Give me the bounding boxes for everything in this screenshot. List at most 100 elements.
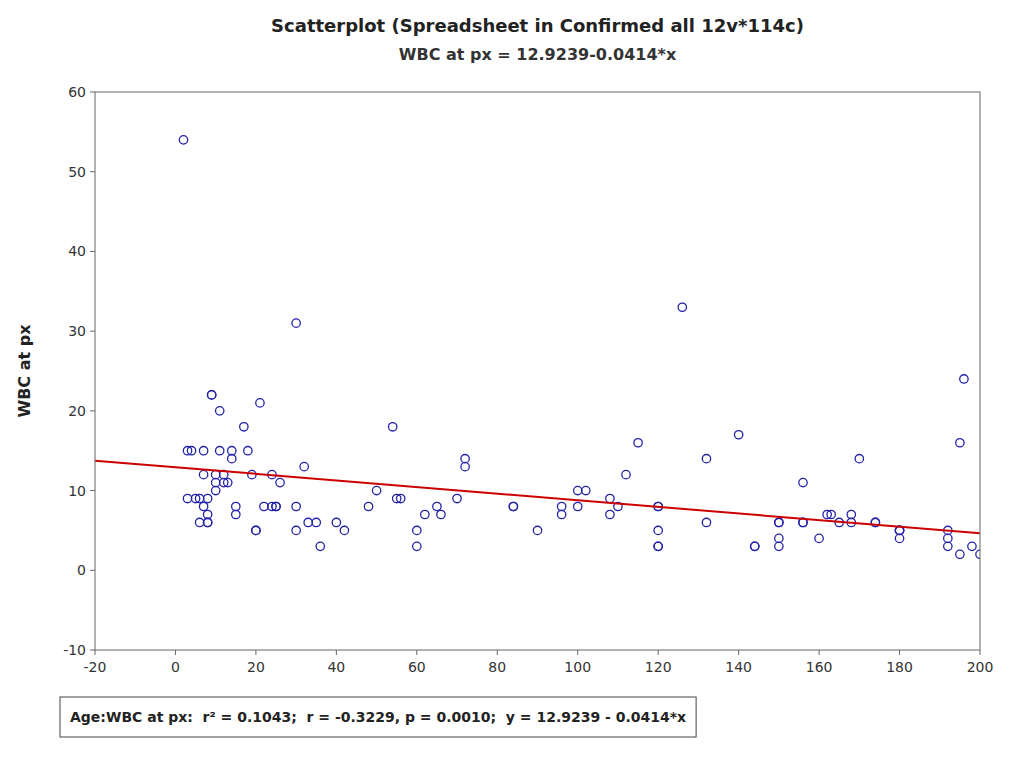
- point: [364, 502, 372, 510]
- y-tick: [90, 331, 95, 332]
- point: [272, 502, 280, 510]
- point: [976, 550, 980, 558]
- point: [956, 550, 964, 558]
- y-tick: [90, 570, 95, 571]
- point: [847, 510, 855, 518]
- y-tick: [90, 251, 95, 252]
- point: [211, 486, 219, 494]
- y-tick: [90, 490, 95, 491]
- point: [199, 447, 207, 455]
- y-axis-label: WBC at px: [15, 324, 34, 418]
- axes: -20020406080100120140160180200-100102030…: [63, 84, 993, 675]
- x-tick: [95, 650, 96, 655]
- point: [775, 518, 783, 526]
- point: [211, 478, 219, 486]
- point: [702, 454, 710, 462]
- point: [574, 502, 582, 510]
- point: [232, 502, 240, 510]
- point: [433, 502, 441, 510]
- point: [968, 542, 976, 550]
- point: [187, 447, 195, 455]
- annotation-frame: [60, 697, 696, 737]
- y-tick-label: 10: [68, 483, 86, 499]
- point: [678, 303, 686, 311]
- y-tick-label: 20: [68, 403, 86, 419]
- x-tick-label: 0: [171, 659, 180, 675]
- x-tick-label: 200: [967, 659, 994, 675]
- point: [702, 518, 710, 526]
- point: [751, 542, 759, 550]
- point: [509, 502, 517, 510]
- point: [775, 518, 783, 526]
- x-tick-label: -20: [84, 659, 107, 675]
- y-tick: [90, 92, 95, 93]
- point: [654, 542, 662, 550]
- point: [437, 510, 445, 518]
- x-tick: [175, 650, 176, 655]
- point: [654, 526, 662, 534]
- point: [388, 423, 396, 431]
- point: [179, 136, 187, 144]
- point: [397, 494, 405, 502]
- y-tick-label: 0: [77, 562, 86, 578]
- point: [316, 542, 324, 550]
- point: [799, 478, 807, 486]
- point: [557, 510, 565, 518]
- x-tick-label: 180: [886, 659, 913, 675]
- x-tick: [738, 650, 739, 655]
- point: [413, 526, 421, 534]
- chart: Scatterplot (Spreadsheet in Confirmed al…: [0, 0, 1010, 757]
- point: [228, 447, 236, 455]
- point: [944, 542, 952, 550]
- point: [240, 423, 248, 431]
- point: [195, 494, 203, 502]
- point: [292, 319, 300, 327]
- x-tick-label: 100: [564, 659, 591, 675]
- x-tick-label: 40: [327, 659, 345, 675]
- point: [557, 502, 565, 510]
- point: [509, 502, 517, 510]
- point: [827, 510, 835, 518]
- plot-area: [95, 92, 980, 650]
- point: [815, 534, 823, 542]
- point: [203, 518, 211, 526]
- point: [216, 447, 224, 455]
- y-tick-label: 50: [68, 164, 86, 180]
- point: [252, 526, 260, 534]
- point: [372, 486, 380, 494]
- x-tick: [819, 650, 820, 655]
- point: [195, 518, 203, 526]
- x-tick-label: 160: [806, 659, 833, 675]
- x-tick-label: 140: [725, 659, 752, 675]
- point: [944, 534, 952, 542]
- point: [582, 486, 590, 494]
- point: [340, 526, 348, 534]
- point: [332, 518, 340, 526]
- point: [207, 391, 215, 399]
- point: [654, 542, 662, 550]
- point: [855, 454, 863, 462]
- point: [244, 447, 252, 455]
- point: [413, 542, 421, 550]
- regression-line: [95, 461, 980, 534]
- y-tick-label: 30: [68, 323, 86, 339]
- x-tick: [416, 650, 417, 655]
- point: [453, 494, 461, 502]
- plot-frame: [95, 92, 980, 650]
- point: [228, 454, 236, 462]
- point: [199, 470, 207, 478]
- point: [183, 494, 191, 502]
- point: [956, 439, 964, 447]
- annotation-box: Age:WBC at px: r² = 0.1043; r = -0.3229,…: [60, 697, 696, 737]
- annotation: Age:WBC at px: r² = 0.1043; r = -0.3229,…: [70, 709, 686, 725]
- x-tick-label: 80: [488, 659, 506, 675]
- x-tick: [899, 650, 900, 655]
- title: Scatterplot (Spreadsheet in Confirmed al…: [271, 15, 804, 36]
- point: [203, 494, 211, 502]
- point: [751, 542, 759, 550]
- point: [207, 391, 215, 399]
- point: [203, 510, 211, 518]
- x-tick-label: 120: [645, 659, 672, 675]
- y-tick-label: 60: [68, 84, 86, 100]
- point: [256, 399, 264, 407]
